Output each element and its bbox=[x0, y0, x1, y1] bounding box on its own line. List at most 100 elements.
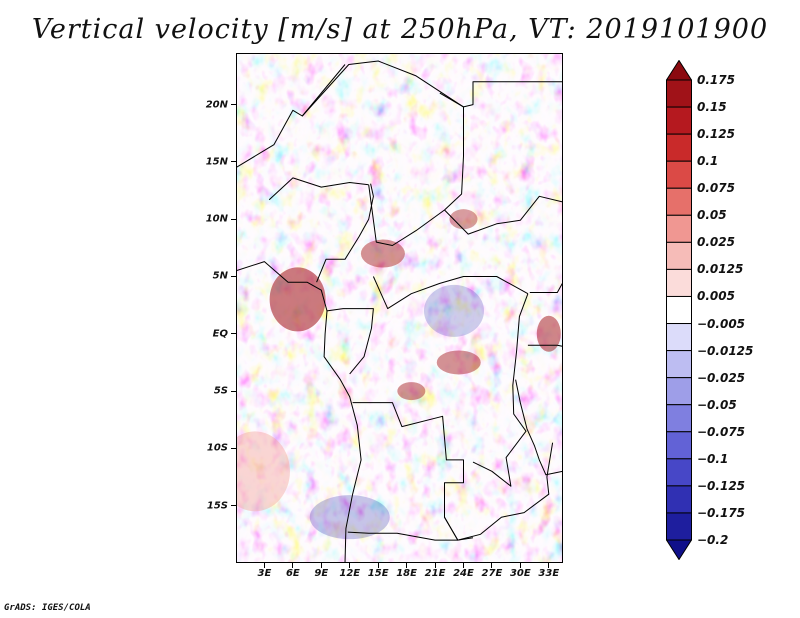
colorbar-bin bbox=[666, 431, 692, 460]
colorbar-bin bbox=[666, 377, 692, 406]
colorbar-label: −0.05 bbox=[697, 397, 737, 412]
colorbar-label: −0.125 bbox=[697, 478, 746, 493]
colorbar-label: −0.1 bbox=[697, 451, 729, 466]
lon-label: 3E bbox=[257, 568, 272, 579]
descent-region-center bbox=[424, 284, 484, 337]
border-drc-east bbox=[472, 293, 529, 487]
weak-ascent-southwest bbox=[236, 431, 290, 512]
lat-tick bbox=[231, 161, 236, 163]
lat-label: 10N bbox=[205, 213, 228, 225]
lon-tick bbox=[548, 563, 550, 568]
colorbar-label: −0.025 bbox=[697, 370, 746, 385]
lon-label: 21E bbox=[424, 568, 446, 579]
descent-region-south bbox=[309, 495, 390, 540]
ascent-hotspot-congo bbox=[436, 350, 481, 375]
colorbar-label: −0.2 bbox=[697, 533, 729, 547]
colorbar-bin bbox=[666, 160, 692, 189]
colorbar-min-triangle bbox=[666, 539, 692, 560]
colorbar bbox=[666, 60, 692, 560]
border-sudan-south bbox=[444, 195, 563, 235]
border-gabon-congo bbox=[326, 308, 374, 375]
ascent-hotspot-gulf bbox=[269, 267, 326, 332]
lat-tick bbox=[231, 275, 236, 277]
colorbar-bin bbox=[666, 295, 692, 325]
colorbar-bin bbox=[666, 187, 692, 216]
lat-tick bbox=[231, 447, 236, 449]
lat-tick bbox=[231, 505, 236, 507]
colorbar-label: −0.0125 bbox=[697, 343, 754, 358]
border-niger-chad bbox=[236, 64, 346, 169]
lon-label: 18E bbox=[396, 568, 417, 579]
lon-tick bbox=[462, 563, 464, 568]
colorbar-bin bbox=[666, 133, 692, 162]
colorbar-label: 0.025 bbox=[697, 235, 735, 250]
ascent-hotspot-south bbox=[397, 382, 426, 401]
grads-credit: GrADS: IGES/COLA bbox=[4, 603, 91, 613]
colorbar-bin bbox=[666, 350, 692, 379]
coastline-west bbox=[236, 261, 362, 563]
colorbar-bin bbox=[666, 106, 692, 135]
lon-label: 24E bbox=[453, 568, 474, 579]
ascent-hotspot-north bbox=[449, 209, 478, 230]
border-chad-libya bbox=[301, 60, 464, 117]
lon-tick bbox=[292, 563, 294, 568]
colorbar-label: −0.075 bbox=[697, 424, 746, 439]
lon-tick bbox=[377, 563, 379, 568]
lon-tick bbox=[434, 563, 436, 568]
lon-label: 12E bbox=[339, 568, 361, 579]
lat-tick bbox=[231, 333, 236, 335]
colorbar-bin bbox=[666, 458, 692, 487]
lat-label: 15N bbox=[205, 156, 228, 168]
colorbar-label: −0.005 bbox=[697, 316, 746, 331]
colorbar-bin bbox=[666, 214, 692, 243]
border-east-lakes bbox=[515, 379, 563, 476]
border-uganda bbox=[529, 281, 563, 293]
lat-label: 10S bbox=[206, 442, 228, 454]
lat-tick bbox=[231, 218, 236, 220]
lat-label: 5N bbox=[212, 270, 228, 282]
lat-tick bbox=[231, 390, 236, 392]
lon-label: 6E bbox=[285, 568, 300, 579]
colorbar-bin bbox=[666, 268, 692, 297]
colorbar-bin bbox=[666, 241, 692, 270]
colorbar-label: 0.175 bbox=[697, 73, 735, 87]
map-panel bbox=[236, 53, 563, 563]
colorbar-label: −0.175 bbox=[697, 505, 746, 520]
border-car-congo bbox=[372, 276, 529, 310]
border-tanzania bbox=[527, 344, 563, 347]
border-cameroon bbox=[316, 183, 374, 283]
colorbar-bin bbox=[666, 485, 692, 514]
ascent-hotspot-east bbox=[536, 315, 561, 352]
colorbar-bin bbox=[666, 323, 692, 352]
lat-label: EQ bbox=[212, 328, 228, 340]
border-zambia bbox=[444, 442, 554, 541]
colorbar-label: 0.15 bbox=[697, 100, 727, 115]
border-nigeria-niger bbox=[268, 177, 369, 201]
map-border bbox=[236, 53, 563, 563]
border-sudan-north bbox=[463, 81, 563, 108]
lon-label: 27E bbox=[481, 568, 503, 579]
lat-label: 20N bbox=[205, 99, 228, 111]
vertical-velocity-map bbox=[236, 53, 563, 563]
lon-label: 33E bbox=[538, 568, 560, 579]
lon-tick bbox=[349, 563, 351, 568]
lon-tick bbox=[320, 563, 322, 568]
colorbar-label: 0.005 bbox=[697, 289, 735, 304]
lon-label: 9E bbox=[314, 568, 329, 579]
lon-tick bbox=[406, 563, 408, 568]
lon-tick bbox=[519, 563, 521, 568]
colorbar-bin bbox=[666, 404, 692, 433]
colorbar-bin bbox=[666, 79, 692, 108]
lon-tick bbox=[263, 563, 265, 568]
colorbar-label: 0.125 bbox=[697, 127, 735, 142]
lat-label: 5S bbox=[213, 385, 228, 397]
border-namibia bbox=[347, 531, 474, 541]
colorbar-label: 0.05 bbox=[697, 208, 727, 223]
lon-tick bbox=[491, 563, 493, 568]
plot-title: Vertical velocity [m/s] at 250hPa, VT: 2… bbox=[31, 14, 769, 45]
lon-label: 15E bbox=[367, 568, 389, 579]
lon-label: 30E bbox=[509, 568, 531, 579]
lat-label: 15S bbox=[206, 500, 228, 512]
lat-tick bbox=[231, 104, 236, 106]
colorbar-label: 0.075 bbox=[697, 181, 735, 196]
